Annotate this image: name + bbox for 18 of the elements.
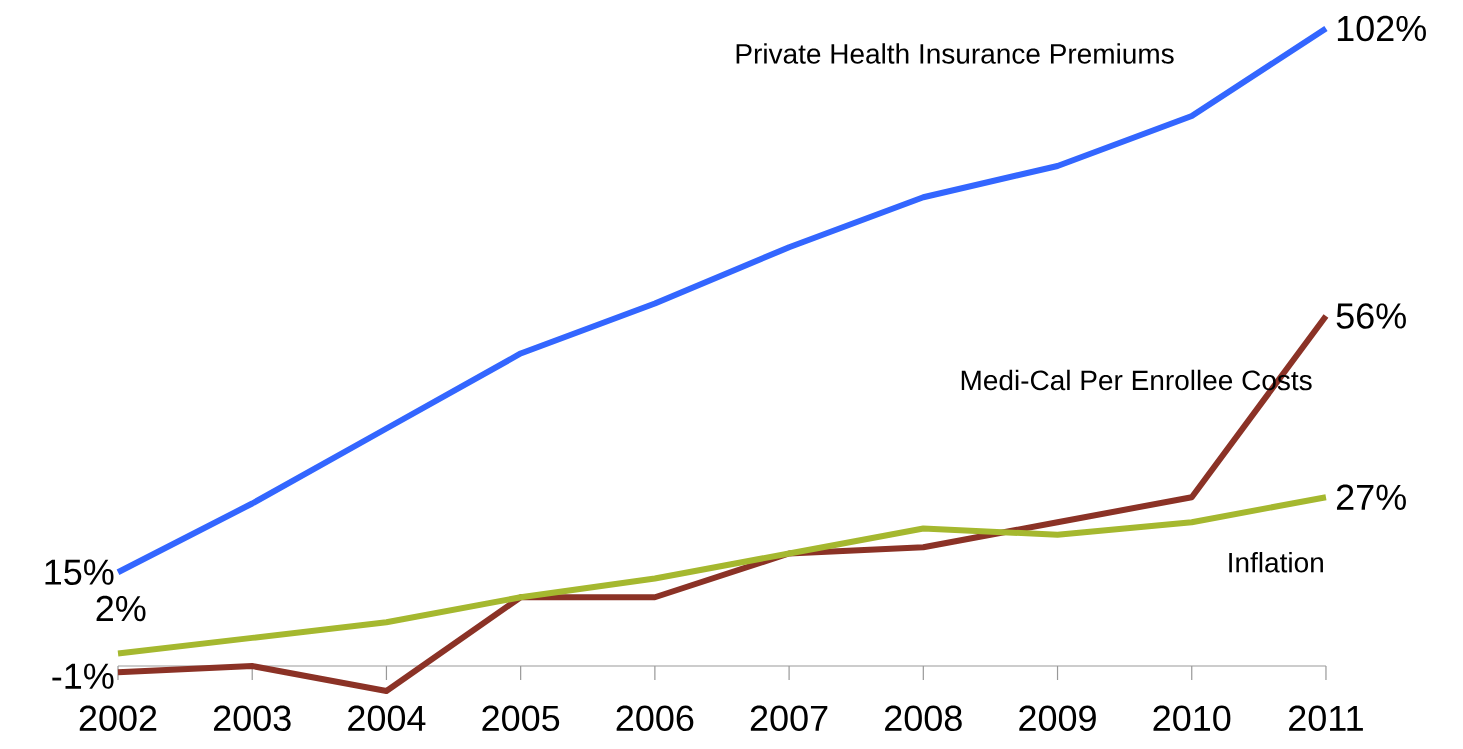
series-label: Private Health Insurance Premiums (736, 43, 1174, 64)
data-label: 27% (1336, 484, 1406, 510)
x-tick-label: 2003 (213, 705, 291, 732)
data-label: -1% (52, 663, 114, 689)
x-tick-label: 2006 (616, 705, 694, 732)
x-tick-label: 2002 (79, 705, 157, 732)
x-tick-label: 2008 (885, 705, 962, 732)
x-tick-label: 2007 (750, 705, 828, 732)
data-label: 102% (1337, 15, 1426, 42)
x-tick-label: 2010 (1153, 705, 1231, 732)
x-tick-label: 2011 (1289, 705, 1363, 732)
data-label: 56% (1336, 303, 1406, 329)
data-label: 15% (45, 559, 114, 585)
series-label: Inflation (1229, 551, 1323, 573)
data-label: 2% (96, 595, 146, 622)
x-tick-label: 2009 (1019, 705, 1096, 732)
x-tick-label: 2005 (482, 705, 560, 732)
x-tick-label: 2004 (348, 705, 426, 732)
